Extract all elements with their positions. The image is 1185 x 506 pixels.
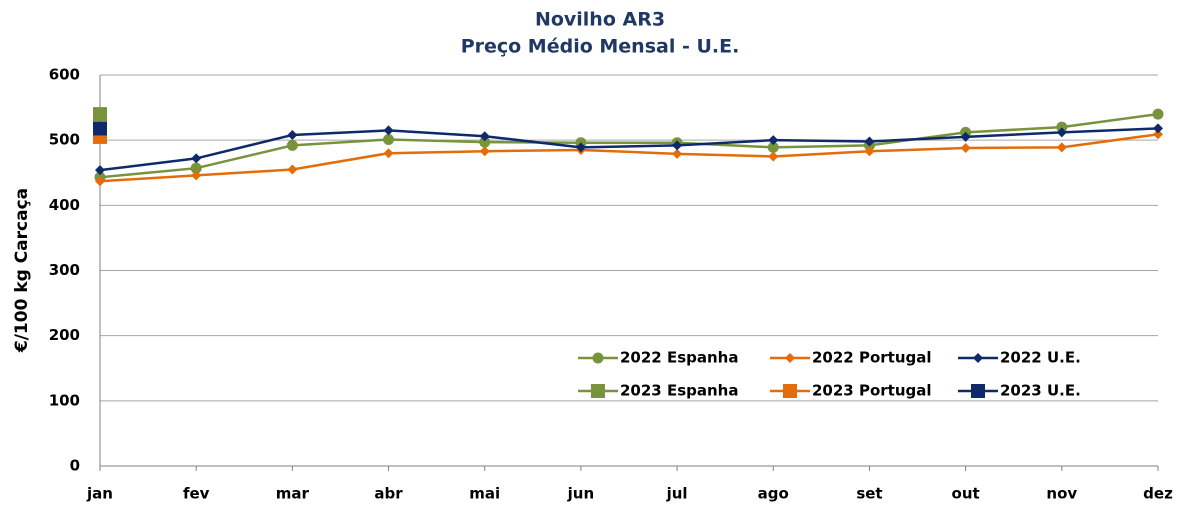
legend-marker <box>785 353 795 363</box>
x-tick-label: jul <box>666 485 688 503</box>
x-tick-label: abr <box>374 485 403 503</box>
legend-label: 2023 Portugal <box>812 382 932 400</box>
marker <box>864 136 875 147</box>
marker <box>383 148 394 159</box>
legend-label: 2023 U.E. <box>1000 382 1081 400</box>
series-line <box>99 133 1159 183</box>
x-tick-label: jun <box>567 485 595 503</box>
x-tick-label: nov <box>1046 485 1077 503</box>
marker <box>287 164 298 175</box>
marker <box>191 170 202 181</box>
y-tick-label: 300 <box>49 261 80 279</box>
marker <box>672 140 683 151</box>
marker <box>1056 121 1068 133</box>
marker <box>1153 123 1163 134</box>
marker <box>960 142 971 153</box>
marker <box>767 141 779 153</box>
marker <box>479 131 490 142</box>
marker <box>672 148 683 159</box>
marker <box>95 176 105 187</box>
marker <box>95 165 105 176</box>
legend-label: 2023 Espanha <box>620 382 738 400</box>
marker <box>575 142 586 153</box>
marker <box>1056 127 1067 138</box>
x-tick-label: ago <box>758 485 789 503</box>
legend-label: 2022 Espanha <box>620 349 738 367</box>
legend-marker <box>591 384 605 398</box>
legend-marker <box>973 353 983 363</box>
y-tick-label: 500 <box>49 131 80 149</box>
marker <box>93 107 107 122</box>
legend-label: 2022 U.E. <box>1000 349 1081 367</box>
chart-title: Novilho AR3 <box>535 9 665 31</box>
series-line <box>99 127 1159 172</box>
marker <box>960 131 971 142</box>
marker <box>191 153 202 164</box>
marker <box>1152 108 1164 120</box>
marker <box>383 134 395 146</box>
legend-label: 2022 Portugal <box>812 349 932 367</box>
x-tick-label: set <box>856 485 882 503</box>
chart-subtitle: Preço Médio Mensal - U.E. <box>461 36 740 58</box>
marker <box>1153 129 1163 140</box>
marker <box>479 136 491 148</box>
marker <box>768 135 779 146</box>
x-tick-label: dez <box>1143 485 1173 503</box>
marker <box>383 125 394 136</box>
marker <box>864 146 875 157</box>
marker <box>190 162 202 174</box>
marker <box>287 129 298 140</box>
marker <box>93 121 107 136</box>
y-tick-label: 400 <box>49 196 80 214</box>
y-tick-label: 100 <box>49 391 80 409</box>
x-tick-label: mai <box>469 485 500 503</box>
marker <box>768 151 779 162</box>
legend-marker <box>971 384 985 398</box>
x-tick-label: mar <box>276 485 310 503</box>
legend-marker <box>783 384 797 398</box>
series-line <box>99 112 1159 179</box>
y-tick-label: 600 <box>49 66 80 84</box>
marker <box>1056 142 1067 153</box>
y-tick-label: 200 <box>49 326 80 344</box>
x-tick-label: fev <box>183 485 210 503</box>
x-tick-label: jan <box>86 485 113 503</box>
y-tick-label: 0 <box>70 457 80 475</box>
y-axis-label: €/100 kg Carcaça <box>12 188 32 353</box>
legend-marker <box>592 352 604 364</box>
x-tick-label: out <box>952 485 980 503</box>
marker <box>479 146 490 157</box>
marker <box>286 139 298 151</box>
